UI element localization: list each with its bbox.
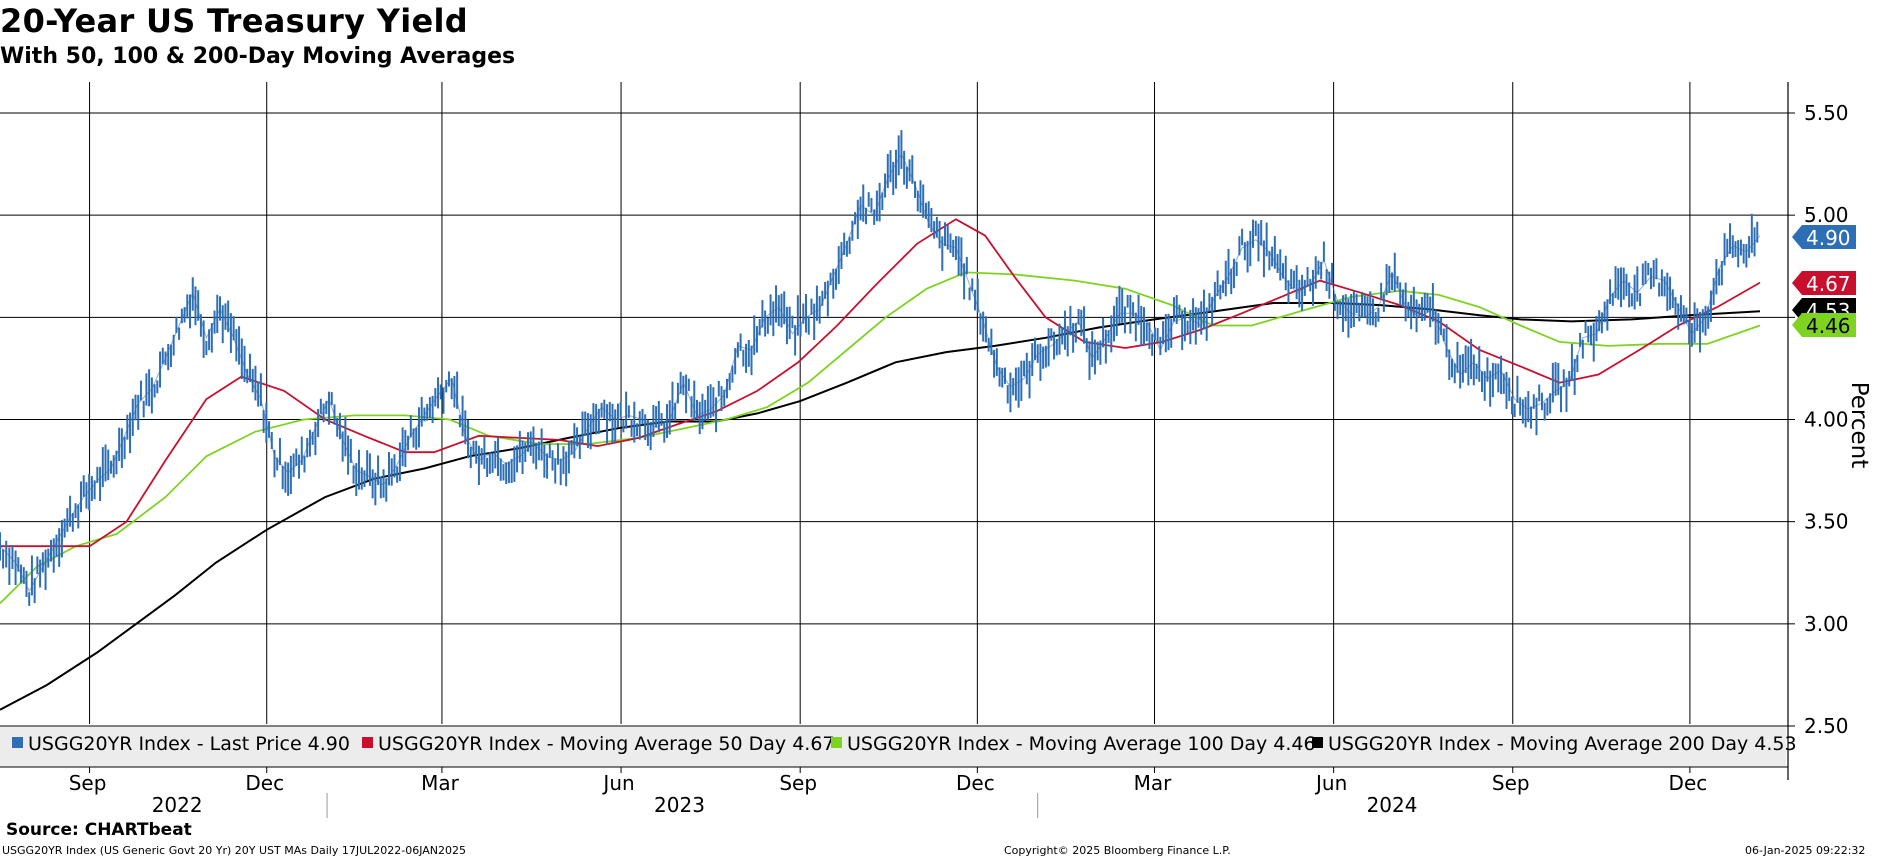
last-value-tag-last-price <box>1792 225 1856 249</box>
x-tick-label: Dec <box>1669 771 1708 795</box>
x-year-label: 2023 <box>654 793 705 817</box>
chart-grid <box>0 82 1788 727</box>
x-tick-label: Sep <box>779 771 817 795</box>
legend-entry: USGG20YR Index - Moving Average 200 Day … <box>1328 733 1797 755</box>
last-value-tag-ma50 <box>1792 271 1856 295</box>
last-value-tag-ma100 <box>1792 313 1856 337</box>
legend-swatch <box>12 737 23 748</box>
last-value-text-ma100: 4.46 <box>1806 314 1851 338</box>
chart-title: 20-Year US Treasury Yield <box>0 2 468 40</box>
legend: USGG20YR Index - Last Price 4.90 USGG20YR… <box>0 727 1797 767</box>
legend-swatch <box>831 737 842 748</box>
x-tick-label: Sep <box>69 771 107 795</box>
series-last-price <box>0 130 1761 606</box>
x-tick-label: Dec <box>956 771 995 795</box>
footer-index-info: USGG20YR Index (US Generic Govt 20 Yr) 2… <box>2 844 467 857</box>
legend-entry: USGG20YR Index - Moving Average 100 Day … <box>847 733 1316 755</box>
y-tick-label: 2.50 <box>1804 714 1849 738</box>
x-axis: Sep Dec Mar Jun Sep Dec Mar Jun Sep Dec 2022 2023 20… <box>0 766 1788 818</box>
x-tick-label: Sep <box>1492 771 1530 795</box>
legend-swatch <box>362 737 373 748</box>
y-tick-label: 4.00 <box>1804 408 1849 432</box>
y-tick-label: 5.50 <box>1804 101 1849 125</box>
y-tick-label: 5.00 <box>1804 203 1849 227</box>
series-ma50 <box>0 218 1761 548</box>
y-axis-label: Percent <box>1846 382 1872 469</box>
series-ma200 <box>0 302 1761 711</box>
x-year-label: 2022 <box>152 793 203 817</box>
x-tick-label: Jun <box>1314 771 1347 795</box>
footer-copyright: Copyright© 2025 Bloomberg Finance L.P. <box>1004 844 1231 857</box>
last-value-labels: 4.534.674.464.90 <box>1792 225 1856 338</box>
legend-swatch <box>1312 737 1323 748</box>
legend-background <box>0 727 1786 767</box>
x-year-label: 2024 <box>1367 793 1418 817</box>
last-value-text-last-price: 4.90 <box>1806 226 1851 250</box>
legend-entry: USGG20YR Index - Last Price 4.90 <box>28 733 350 755</box>
x-tick-label: Jun <box>601 771 634 795</box>
chart-subtitle: With 50, 100 & 200-Day Moving Averages <box>0 44 516 69</box>
footer-source: Source: CHARTbeat <box>6 820 192 840</box>
x-tick-label: Mar <box>421 771 460 795</box>
price-line <box>0 152 1761 593</box>
x-tick-label: Dec <box>245 771 284 795</box>
last-value-text-ma50: 4.67 <box>1806 272 1851 296</box>
footer-timestamp: 06-Jan-2025 09:22:32 <box>1745 844 1866 857</box>
x-tick-label: Mar <box>1134 771 1173 795</box>
y-tick-label: 3.50 <box>1804 510 1849 534</box>
series-layer <box>0 130 1761 711</box>
series-ma100 <box>0 271 1761 605</box>
y-tick-label: 3.00 <box>1804 612 1849 636</box>
legend-entry: USGG20YR Index - Moving Average 50 Day 4… <box>378 733 835 755</box>
